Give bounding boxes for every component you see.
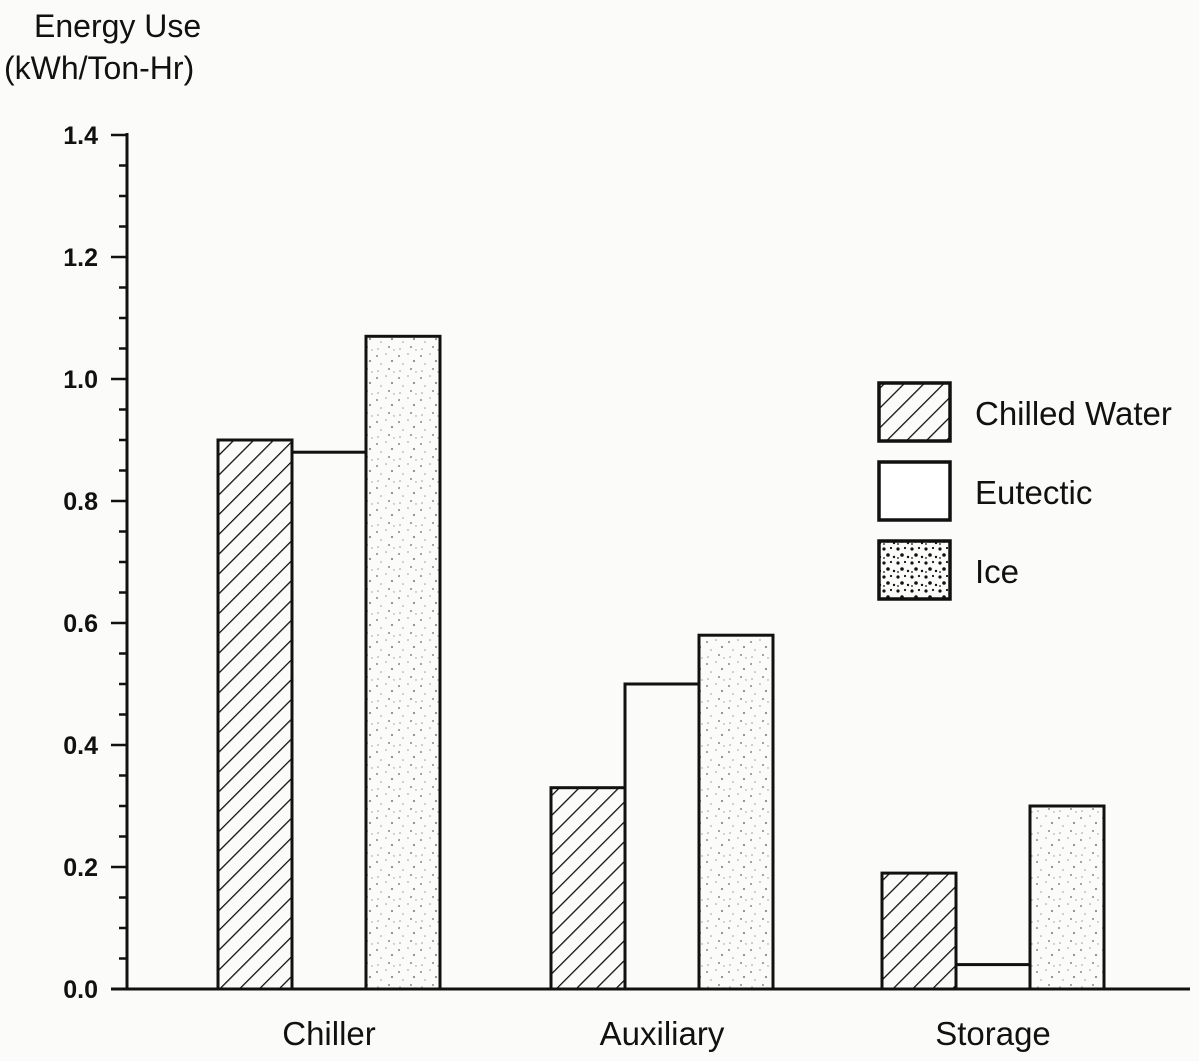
- legend-swatch-chilled-water: [877, 381, 952, 443]
- bar-auxiliary-ice: [697, 633, 775, 991]
- bars: [216, 334, 1106, 991]
- y-tick-label: 0.4: [63, 732, 98, 760]
- category-label-chiller: Chiller: [282, 1015, 376, 1052]
- bar-storage-chilled-water: [880, 871, 958, 991]
- y-axis-ticks: 0.0 0.2 0.4 0.6 0.8 1.0 1.2 1.4: [63, 122, 127, 1004]
- y-tick-label: 0.6: [63, 610, 98, 638]
- y-axis-label-line1: Energy Use: [34, 8, 201, 44]
- bar-storage-ice: [1028, 804, 1106, 991]
- category-labels: Chiller Auxiliary Storage: [282, 1015, 1051, 1052]
- bar-chiller-ice: [364, 334, 442, 991]
- legend-label-ice: Ice: [975, 553, 1019, 590]
- legend-swatch-eutectic: [877, 460, 952, 522]
- bar-chiller-chilled-water: [216, 438, 294, 991]
- bar-auxiliary-eutectic: [623, 682, 701, 991]
- y-tick-label: 0.2: [63, 854, 98, 882]
- legend-label-eutectic: Eutectic: [975, 474, 1092, 511]
- bar-auxiliary-chilled-water: [549, 786, 627, 991]
- bar-storage-eutectic: [954, 963, 1032, 991]
- y-tick-label: 1.2: [63, 244, 98, 272]
- y-tick-label: 1.4: [63, 122, 98, 150]
- y-axis-label-line2: (kWh/Ton-Hr): [4, 50, 194, 86]
- bar-chiller-eutectic: [290, 450, 368, 991]
- y-tick-label: 0.0: [63, 976, 98, 1004]
- legend-swatch-ice: [877, 539, 952, 601]
- legend-label-chilled-water: Chilled Water: [975, 395, 1172, 432]
- category-label-auxiliary: Auxiliary: [600, 1015, 725, 1052]
- category-label-storage: Storage: [935, 1015, 1051, 1052]
- y-tick-label: 0.8: [63, 488, 98, 516]
- y-tick-label: 1.0: [63, 366, 98, 394]
- legend: Chilled Water Eutectic Ice: [877, 381, 1172, 601]
